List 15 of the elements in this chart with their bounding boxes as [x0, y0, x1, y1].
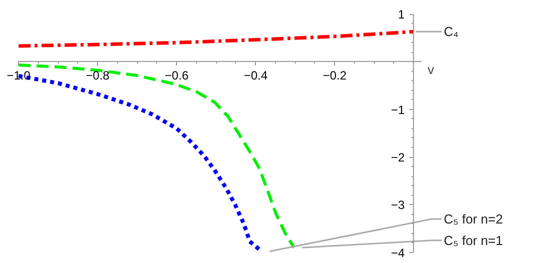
y-tick-label: −4 — [391, 246, 406, 260]
x-tick-label: −0.8 — [86, 68, 110, 83]
x-tick-label: −0.2 — [322, 68, 347, 83]
y-tick-label: 1 — [398, 8, 406, 22]
line-series — [16, 30, 416, 48]
x-tick-label: −0.6 — [164, 68, 189, 83]
y-tick-label: −2 — [391, 150, 406, 165]
x-tick-label: −0.4 — [244, 68, 268, 83]
text: C₄ — [444, 24, 458, 40]
y-tick-label: −1 — [391, 102, 406, 117]
text: C₅ for n=1 — [444, 232, 503, 248]
x-axis-title: v — [428, 62, 435, 78]
text: C₅ for n=2 — [444, 211, 503, 226]
y-tick-label: −3 — [391, 198, 406, 212]
x-tick-label: −1.0 — [6, 68, 31, 83]
